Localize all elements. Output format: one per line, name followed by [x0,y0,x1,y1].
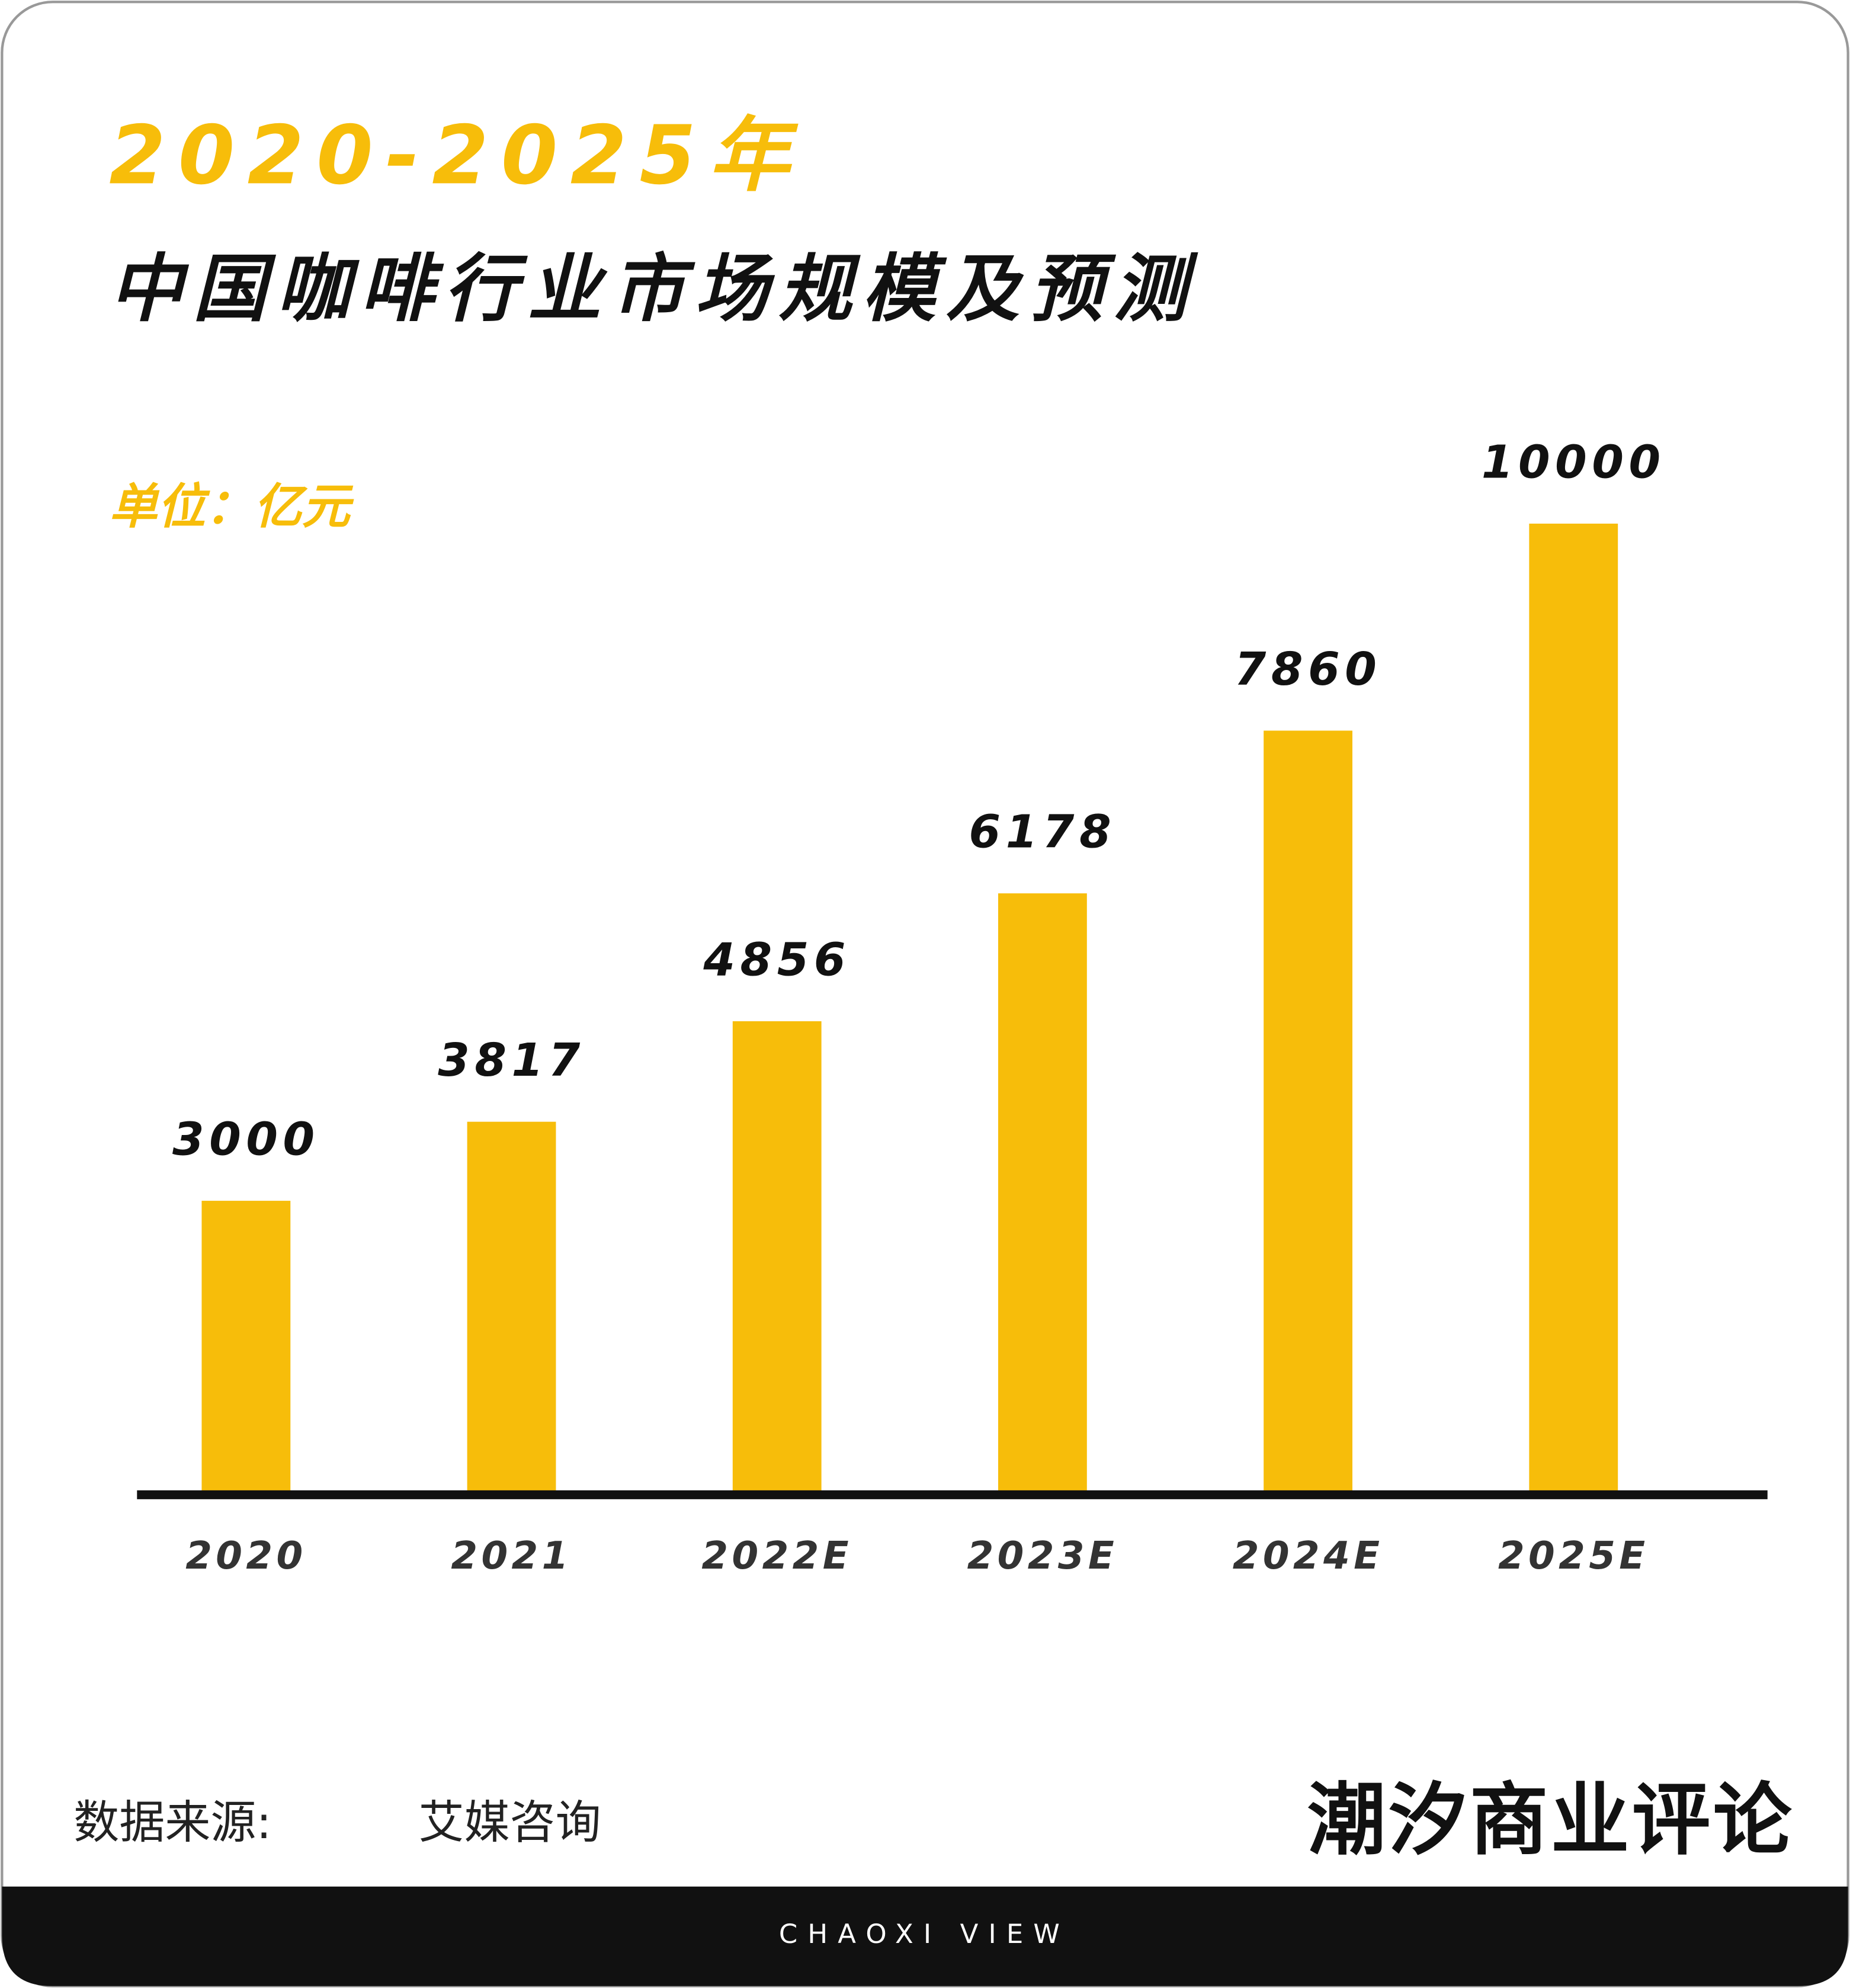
x-tick-label: 2023E [967,1534,1118,1578]
value-label: 7860 [1235,643,1382,696]
value-label: 3817 [438,1034,585,1087]
value-label: 6178 [969,806,1117,859]
bar [998,893,1087,1491]
source: 艾媒咨询 [418,1796,601,1849]
x-tick-label: 2025E [1498,1534,1649,1578]
chart-title: 2020-2025年 [109,108,802,203]
source-label: 数据来源: [73,1796,271,1849]
footer-band [2,1886,1848,1986]
chart-subtitle: 中国咖啡行业市场规模及预测 [109,247,1198,332]
brand-sub: CHAOXI VIEW [779,1918,1070,1949]
value-label: 3000 [172,1113,320,1166]
bar [732,1021,822,1491]
unit-label: 单位：亿元 [109,479,354,535]
x-tick-label: 2024E [1233,1534,1384,1578]
value-label: 4856 [703,934,851,987]
bar [1264,730,1352,1491]
brand: 潮汐商业评论 [1307,1775,1794,1866]
x-tick-label: 2022E [701,1534,852,1578]
bar [467,1121,556,1491]
value-label: 10000 [1482,435,1666,489]
bar [1529,523,1618,1491]
x-tick-label: 2020 [185,1534,306,1578]
plot: 3000 2020 3817 2021 4856 2022E 6178 2023E 7860 20… [172,435,1666,1578]
x-tick-label: 2021 [451,1534,572,1578]
bar [201,1201,291,1491]
